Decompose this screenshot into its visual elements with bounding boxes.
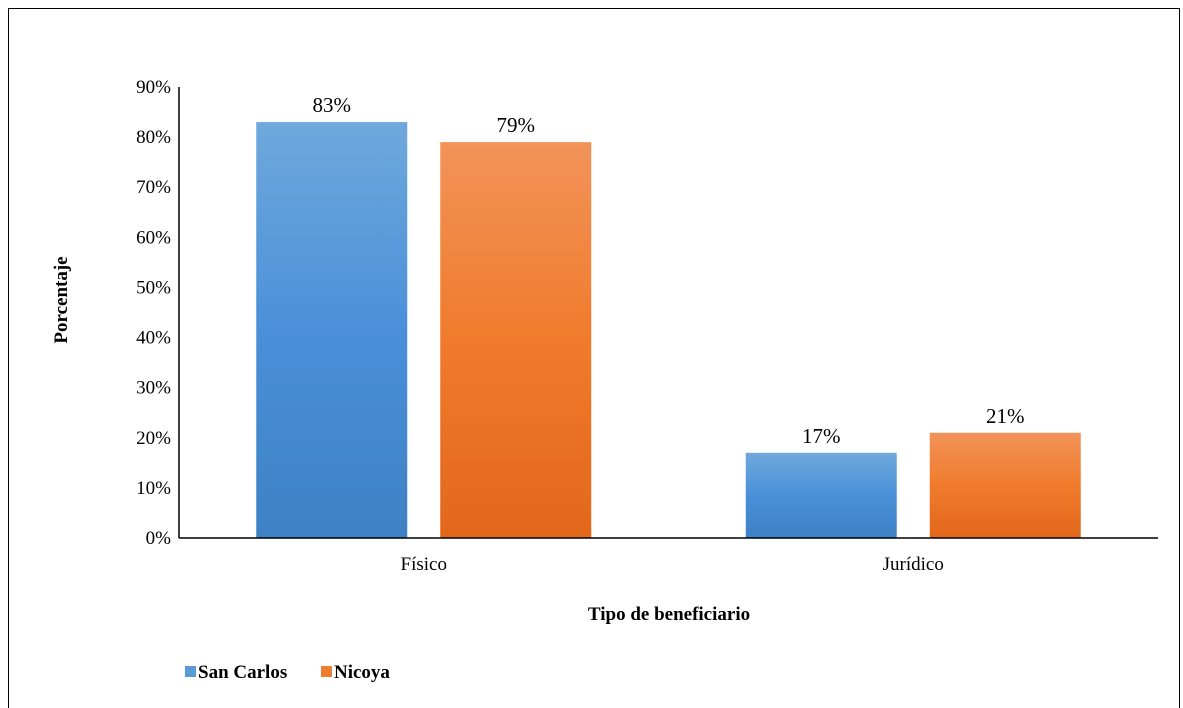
y-tick-label: 80% bbox=[136, 127, 171, 148]
bar-san-carlos-0 bbox=[256, 122, 408, 539]
legend-label: San Carlos bbox=[198, 662, 287, 683]
y-tick-label: 70% bbox=[136, 177, 171, 198]
chart-frame bbox=[8, 8, 1180, 708]
data-label: 83% bbox=[313, 93, 352, 117]
legend-swatch bbox=[185, 666, 196, 677]
legend-label: Nicoya bbox=[334, 662, 390, 683]
y-axis-title: Porcentaje bbox=[51, 256, 72, 343]
y-tick-label: 0% bbox=[146, 528, 172, 549]
y-tick-label: 90% bbox=[136, 77, 171, 98]
y-tick-label: 20% bbox=[136, 428, 171, 449]
y-tick-label: 50% bbox=[136, 277, 171, 298]
bar-san-carlos-1 bbox=[745, 452, 897, 538]
data-label: 17% bbox=[802, 424, 841, 448]
x-category-label: Jurídico bbox=[883, 554, 944, 575]
x-axis-title: Tipo de beneficiario bbox=[588, 604, 750, 625]
data-label: 79% bbox=[497, 113, 536, 137]
y-tick-label: 30% bbox=[136, 378, 171, 399]
y-tick-label: 10% bbox=[136, 478, 171, 499]
y-tick-label: 40% bbox=[136, 328, 171, 349]
y-tick-label: 60% bbox=[136, 227, 171, 248]
legend-swatch bbox=[321, 666, 332, 677]
x-category-label: Físico bbox=[401, 554, 447, 575]
bar-nicoya-1 bbox=[929, 432, 1081, 538]
legend: San Carlos Nicoya bbox=[185, 662, 390, 683]
data-label: 21% bbox=[986, 404, 1025, 428]
bar-nicoya-0 bbox=[440, 142, 592, 538]
